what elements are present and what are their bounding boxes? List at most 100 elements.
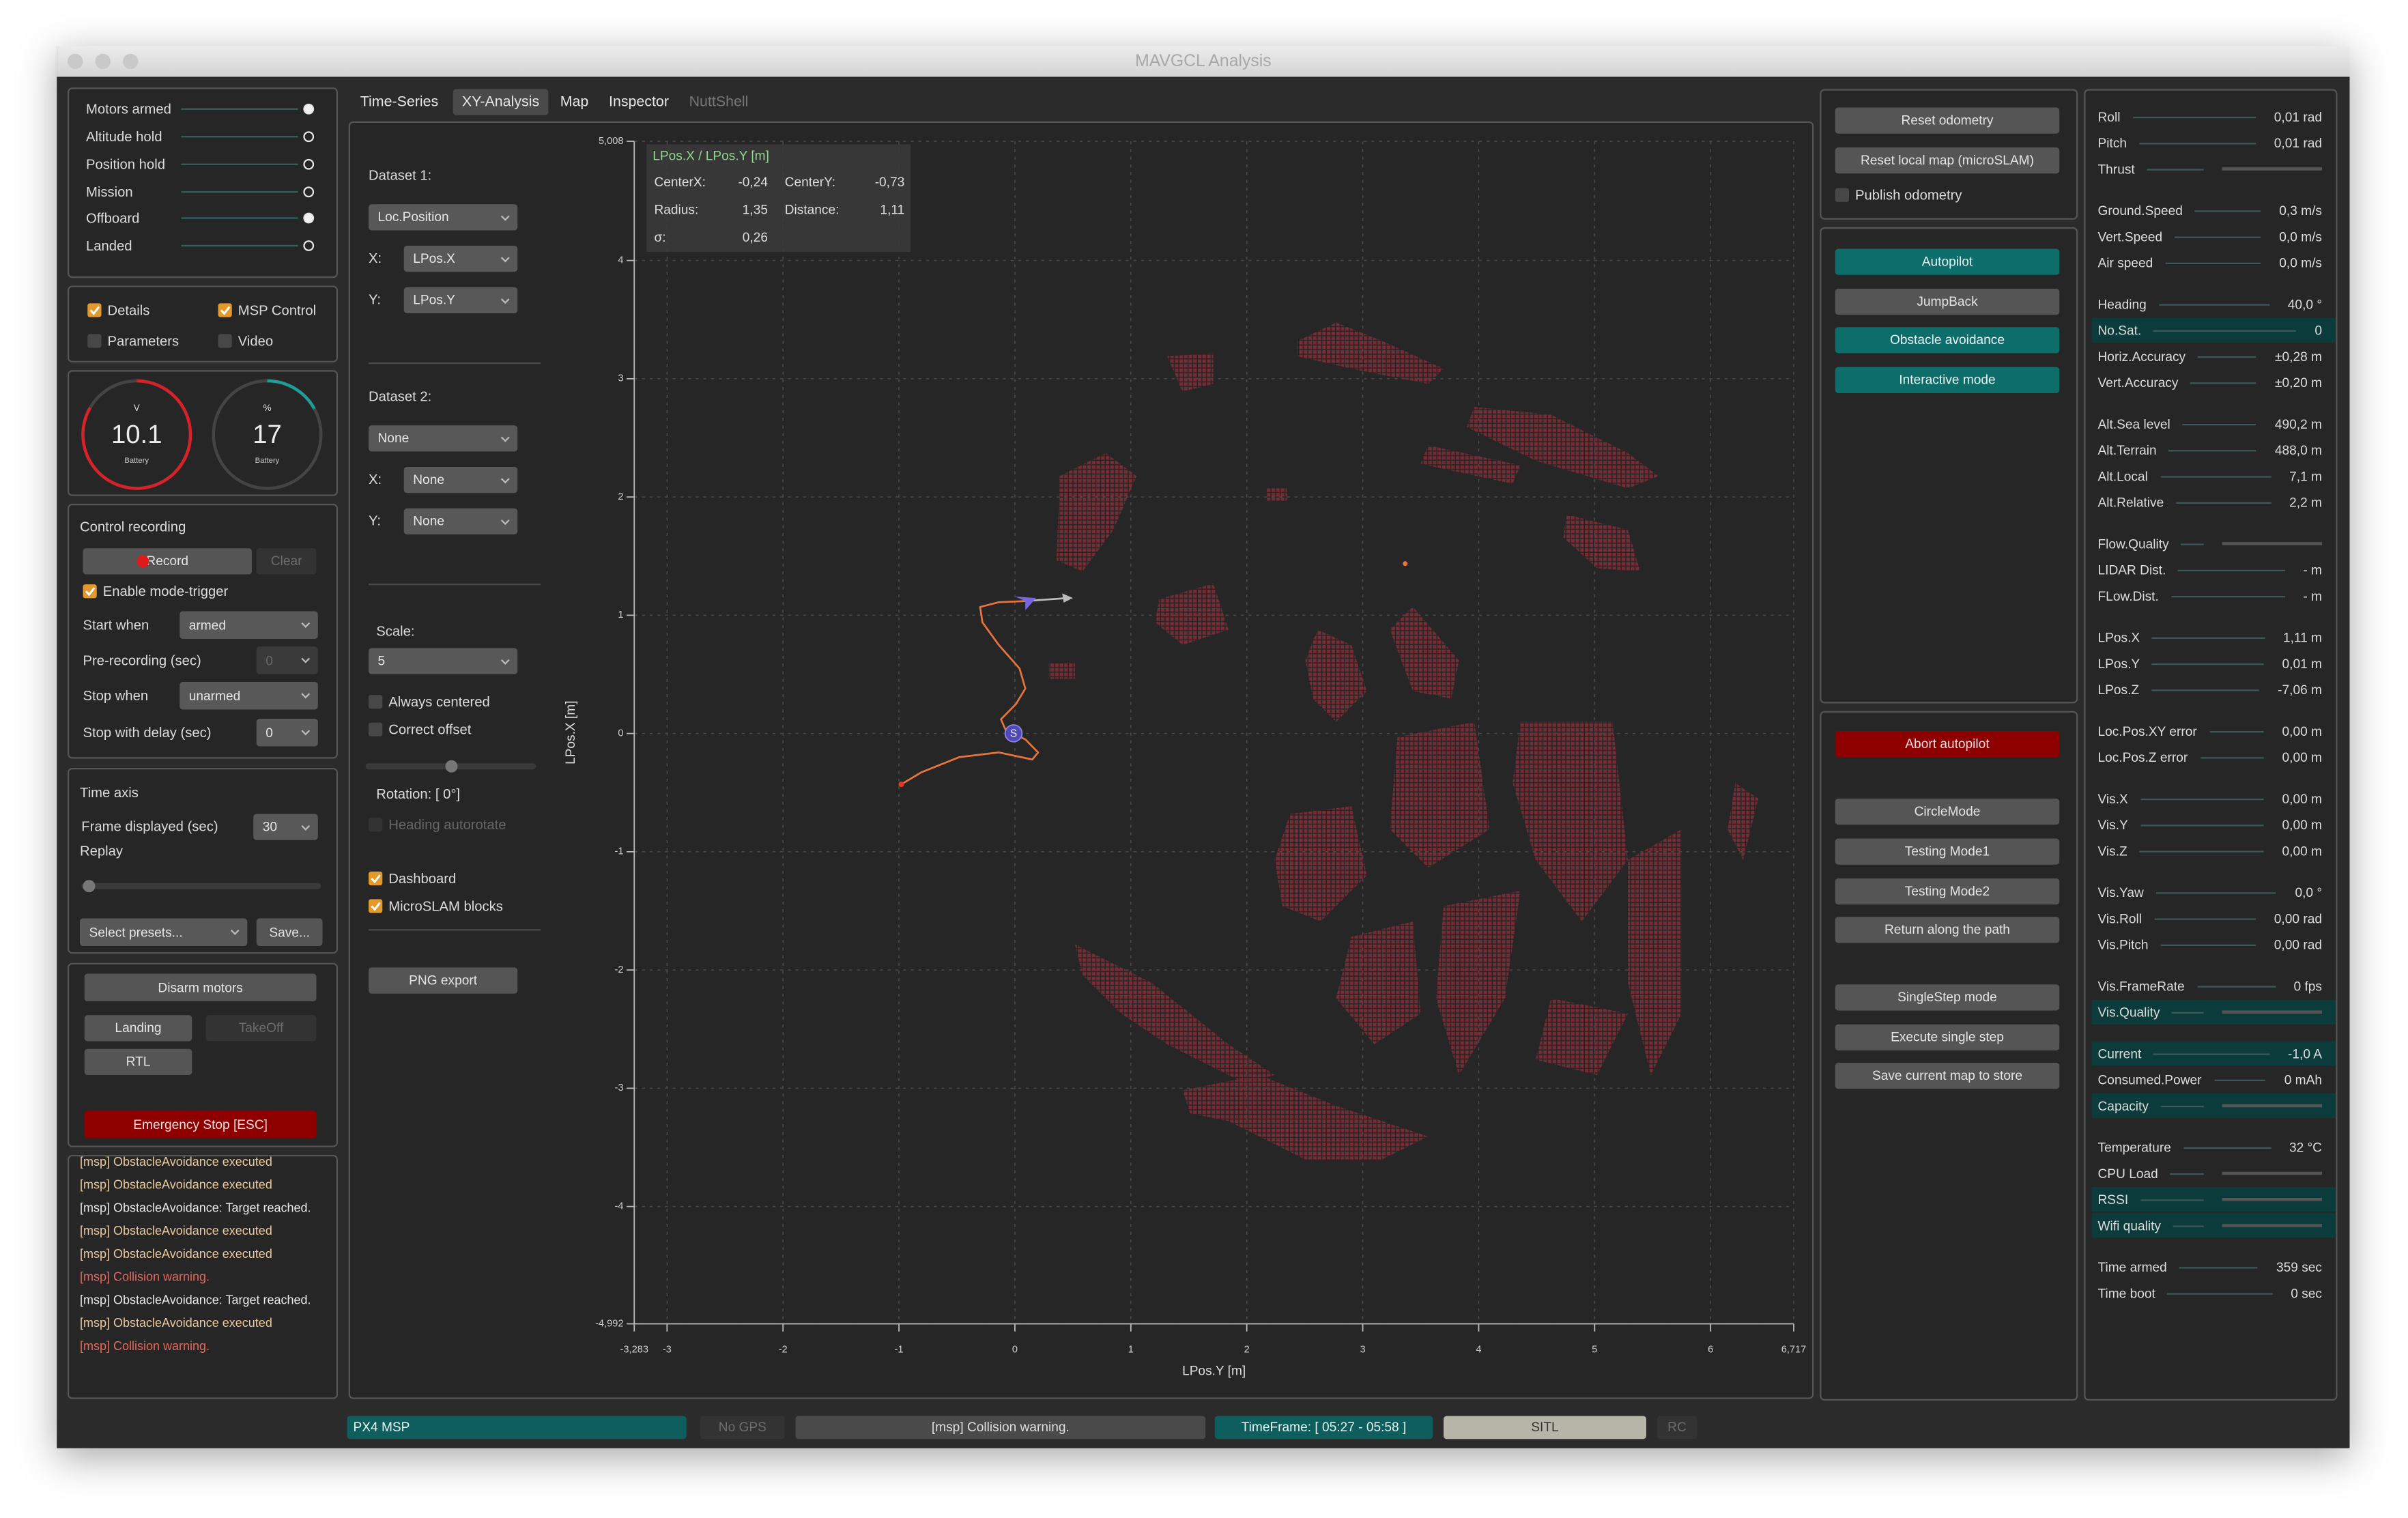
action-button[interactable]: Testing Mode1 [1835, 838, 2060, 865]
scale-combo[interactable]: 5 [369, 648, 518, 674]
field-combo[interactable]: 0 [256, 646, 318, 674]
telemetry-row: Vis.FrameRate 0 fps [2098, 975, 2323, 997]
save-button[interactable]: Save... [256, 918, 323, 946]
telemetry-label: Temperature [2097, 1139, 2171, 1156]
mode-button[interactable]: Autopilot [1835, 248, 2060, 275]
separator [369, 362, 541, 364]
action-button[interactable]: Testing Mode2 [1835, 878, 2060, 905]
checkbox[interactable] [87, 334, 102, 348]
y-combo[interactable]: None [403, 508, 518, 534]
telemetry-value: 0,00 m [2282, 723, 2323, 739]
field-label: X: [369, 250, 382, 266]
mode-button[interactable]: JumpBack [1835, 288, 2060, 315]
tab[interactable]: NuttShell [689, 94, 749, 111]
mode-button[interactable]: Obstacle avoidance [1835, 328, 2060, 354]
status-label: Landed [86, 238, 132, 254]
tab[interactable]: Time-Series [360, 94, 439, 111]
action-button[interactable]: Save current map to store [1835, 1063, 2060, 1089]
action-button[interactable]: CircleMode [1835, 799, 2060, 825]
tab[interactable]: XY-Analysis [453, 89, 549, 115]
status-label: Altitude hold [86, 129, 162, 145]
x-tick-label: 4 [1476, 1345, 1481, 1356]
log-entry: [msp] Collision warning. [80, 1339, 210, 1354]
telemetry-row: Vis.Quality [2098, 1001, 2322, 1023]
clear-button[interactable]: Clear [256, 548, 317, 575]
telemetry-value: 2,2 m [2289, 494, 2322, 511]
window-minimize[interactable] [95, 53, 111, 70]
telemetry-label: Wifi quality [2097, 1218, 2161, 1233]
action-button[interactable]: Abort autopilot [1835, 731, 2060, 758]
checkbox[interactable] [369, 818, 383, 832]
telemetry-bar [2222, 542, 2322, 545]
checkbox[interactable] [87, 303, 102, 317]
checkbox[interactable] [218, 303, 232, 317]
export-button[interactable]: PNG export [369, 967, 518, 994]
field-combo[interactable]: armed [180, 611, 318, 639]
obstacle-cells [1057, 453, 1136, 571]
telemetry-value: 0,00 m [2282, 817, 2323, 833]
field-label: Y: [369, 291, 382, 308]
telemetry-row: Roll 0,01 rad [2098, 106, 2323, 128]
emergency-button[interactable]: Emergency Stop [ESC] [84, 1110, 317, 1138]
telemetry-label: Flow.Quality [2097, 536, 2169, 552]
checkbox[interactable] [369, 695, 383, 709]
replay-knob[interactable] [83, 880, 96, 893]
log-entry: [msp] ObstacleAvoidance executed [80, 1177, 272, 1192]
telemetry-value: 0 fps [2293, 978, 2322, 994]
action-button[interactable]: SingleStep mode [1835, 984, 2060, 1011]
checkbox[interactable] [369, 871, 383, 886]
telemetry-separator [2152, 662, 2264, 665]
checkbox[interactable] [369, 899, 383, 913]
telemetry-label: Current [2097, 1046, 2142, 1061]
field-combo[interactable]: unarmed [180, 682, 318, 710]
obstacle-map [1048, 322, 1759, 1160]
status-item: TimeFrame: [ 05:27 - 05:58 ] [1214, 1416, 1433, 1440]
checkbox[interactable] [218, 334, 232, 348]
separator [369, 929, 541, 931]
y-tick-label: 4 [618, 255, 623, 266]
takeoff-button[interactable]: TakeOff [205, 1015, 317, 1042]
telemetry-separator [2165, 261, 2261, 263]
frame-combo[interactable]: 30 [253, 814, 318, 840]
window-close[interactable] [68, 53, 83, 70]
window-zoom[interactable] [123, 53, 139, 70]
checkbox-label: Heading autorotate [388, 817, 506, 833]
record-button[interactable]: Record [83, 548, 252, 575]
obstacle-cells [1155, 584, 1229, 645]
status-indicator [303, 158, 315, 170]
status-item: PX4 MSP [347, 1416, 687, 1440]
control-button[interactable]: Reset odometry [1835, 107, 2060, 134]
checkbox[interactable] [369, 722, 383, 736]
telemetry-separator [2176, 501, 2271, 503]
trajectory-start [898, 782, 904, 788]
telemetry-row: Ground.Speed 0,3 m/s [2098, 200, 2323, 222]
landing-button[interactable]: Landing [84, 1015, 192, 1042]
tab[interactable]: Inspector [609, 94, 669, 111]
x-combo[interactable]: None [403, 467, 518, 493]
checkbox[interactable] [83, 584, 97, 599]
action-button[interactable]: Return along the path [1835, 917, 2060, 943]
telemetry-label: Alt.Local [2097, 468, 2148, 484]
action-button[interactable]: Execute single step [1835, 1024, 2060, 1050]
y-tick-label: 1 [618, 610, 623, 620]
telemetry-value: 0,00 m [2282, 749, 2323, 765]
log-entry: [msp] ObstacleAvoidance executed [80, 1156, 272, 1169]
telemetry-separator [2194, 210, 2261, 212]
rotation-knob[interactable] [445, 760, 458, 773]
dataset-combo[interactable]: Loc.Position [369, 204, 518, 231]
field-combo[interactable]: 0 [256, 719, 318, 747]
y-combo[interactable]: LPos.Y [403, 287, 518, 313]
checkbox[interactable] [1835, 188, 1849, 202]
presets-combo[interactable]: Select presets... [80, 918, 248, 946]
telemetry-row: LPos.Z -7,06 m [2098, 679, 2323, 701]
log-entry: [msp] ObstacleAvoidance: Target reached. [80, 1201, 311, 1215]
x-combo[interactable]: LPos.X [403, 246, 518, 272]
checkbox-label: Publish odometry [1855, 187, 1962, 203]
control-button[interactable]: Reset local map (microSLAM) [1835, 147, 2060, 174]
rtl-button[interactable]: RTL [84, 1048, 192, 1075]
telemetry-label: Alt.Terrain [2097, 442, 2157, 458]
dataset-combo[interactable]: None [369, 425, 518, 452]
disarm-button[interactable]: Disarm motors [84, 973, 317, 1001]
tab[interactable]: Map [560, 94, 589, 111]
mode-button[interactable]: Interactive mode [1835, 367, 2060, 394]
